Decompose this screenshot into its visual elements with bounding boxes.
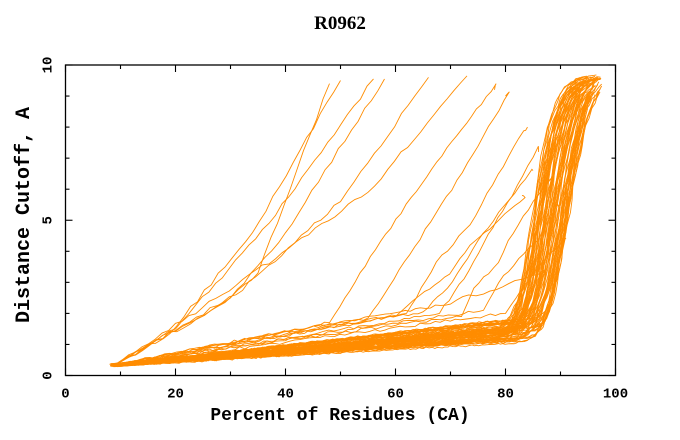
- svg-text:5: 5: [41, 216, 57, 224]
- svg-text:80: 80: [497, 387, 514, 403]
- svg-text:100: 100: [603, 387, 628, 403]
- svg-text:20: 20: [167, 387, 184, 403]
- svg-text:40: 40: [277, 387, 294, 403]
- svg-text:10: 10: [41, 57, 57, 74]
- svg-text:0: 0: [61, 387, 69, 403]
- svg-text:60: 60: [387, 387, 404, 403]
- svg-text:0: 0: [41, 371, 57, 379]
